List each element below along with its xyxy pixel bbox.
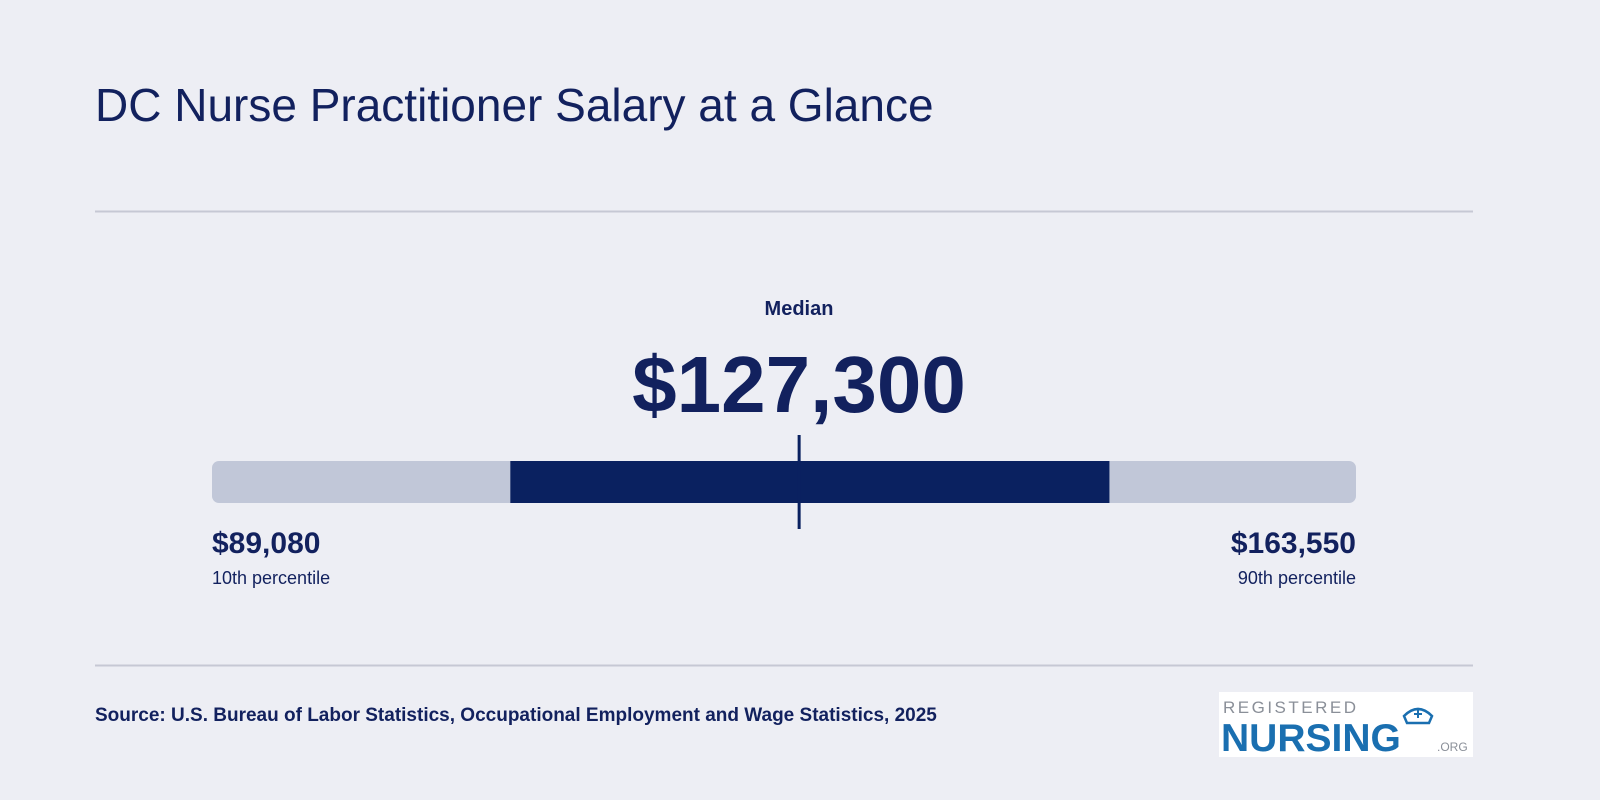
- low-value: $89,080: [212, 527, 320, 560]
- range-band: [510, 461, 1110, 503]
- logo: REGISTERED NURSING .ORG: [1219, 692, 1473, 760]
- source: Source: U.S. Bureau of Labor Statistics,…: [95, 705, 937, 726]
- logo-cap: [1402, 707, 1434, 725]
- median-value: $127,300: [632, 340, 966, 429]
- logo-cross: [1414, 710, 1422, 718]
- title: DC Nurse Practitioner Salary at a Glance: [95, 79, 934, 131]
- logo-top: REGISTERED: [1223, 698, 1359, 717]
- high-label: 90th percentile: [1238, 568, 1356, 588]
- low-label: 10th percentile: [212, 568, 330, 588]
- high-value: $163,550: [1231, 527, 1356, 560]
- logo-background: [1219, 692, 1473, 757]
- logo-suffix: .ORG: [1437, 740, 1468, 754]
- median-label: Median: [765, 298, 834, 320]
- logo-main: NURSING: [1221, 717, 1401, 760]
